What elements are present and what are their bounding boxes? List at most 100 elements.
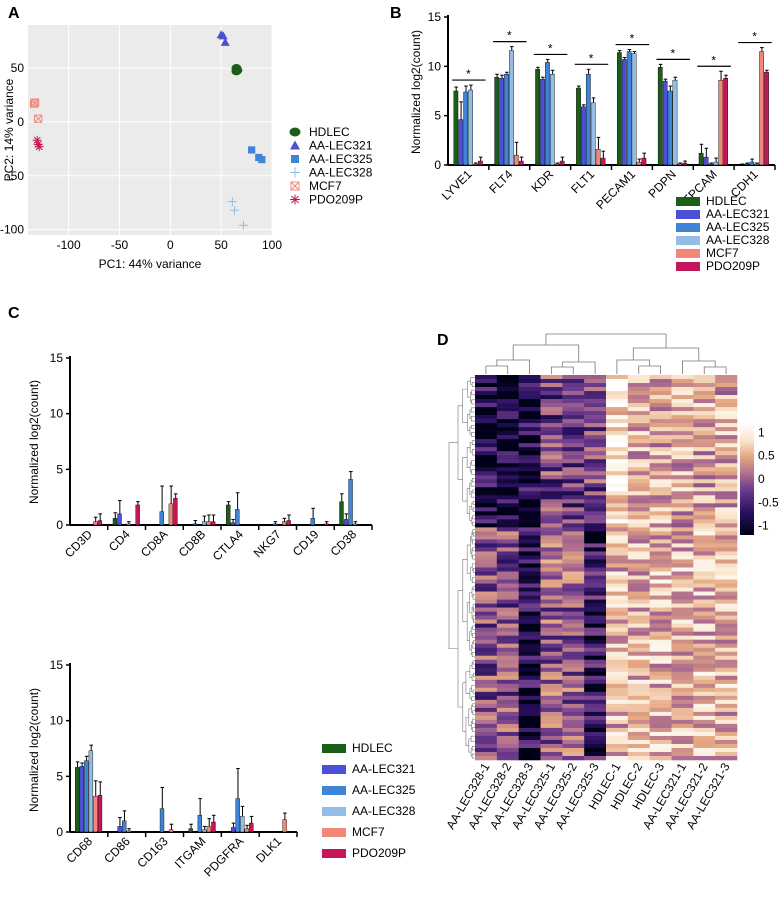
- heatmap-cell: [584, 511, 607, 516]
- heatmap-cell: [518, 387, 541, 392]
- heatmap-cell: [518, 671, 541, 677]
- heatmap-cell: [496, 539, 519, 544]
- row-dendro-root: [448, 442, 458, 650]
- heatmap-cell: [496, 683, 519, 689]
- heatmap-cell: [649, 643, 672, 649]
- heatmap-cell: [693, 707, 716, 713]
- heatmap-cell: [649, 715, 672, 721]
- heatmap-cell: [649, 531, 672, 536]
- heatmap-cell: [693, 479, 716, 484]
- heatmap-cell: [518, 379, 541, 384]
- heatmap-cell: [693, 463, 716, 468]
- colorbar-tick-0-5: 0.5: [758, 449, 775, 463]
- heatmap-cell: [540, 739, 563, 745]
- row-dendro-link: [472, 507, 474, 512]
- heatmap-cell: [584, 455, 607, 460]
- heatmap-cell: [715, 387, 738, 392]
- heatmap-cell: [606, 415, 629, 420]
- heatmap-cell: [518, 679, 541, 685]
- heatmap-cell: [627, 735, 650, 741]
- heatmap-cell: [606, 515, 629, 520]
- pca-x-tick-50: 50: [214, 238, 228, 252]
- heatmap-cell: [715, 599, 738, 604]
- heatmap-cell: [540, 751, 563, 757]
- marker-chart-bar-flt1-mcf7: [595, 149, 601, 166]
- myeloid-chart-bar-itgam-aa-lec325: [197, 815, 203, 833]
- heatmap-cell: [518, 523, 541, 528]
- heatmap-cell: [562, 407, 585, 412]
- row-dendro-link: [462, 682, 466, 732]
- heatmap-cell: [693, 451, 716, 456]
- heatmap-cell: [715, 615, 738, 620]
- row-dendro-link: [472, 478, 474, 483]
- heatmap-cell: [540, 547, 563, 552]
- heatmap-cell: [693, 427, 716, 432]
- heatmap-cell: [540, 483, 563, 488]
- heatmap-cell: [671, 435, 694, 440]
- heatmap-cell: [649, 443, 672, 448]
- heatmap-cell: [715, 475, 738, 480]
- heatmap-cell: [562, 715, 585, 721]
- heatmap-cell: [540, 667, 563, 673]
- heatmap-cell: [627, 411, 650, 416]
- heatmap-cell: [584, 479, 607, 484]
- heatmap-cell: [715, 699, 738, 705]
- marker-chart-bar-flt4-aa-lec328: [509, 50, 514, 166]
- heatmap-cell: [496, 375, 519, 380]
- heatmap-cell: [518, 663, 541, 669]
- row-dendro-link: [472, 547, 474, 552]
- heatmap-cell: [671, 515, 694, 520]
- heatmap-cell: [475, 563, 498, 568]
- row-dendro-link: [470, 415, 473, 422]
- heatmap-cell: [496, 491, 519, 496]
- heatmap-cell: [540, 559, 563, 564]
- heatmap-cell: [671, 375, 694, 380]
- heatmap-cell: [627, 543, 650, 548]
- heatmap-cell: [518, 603, 541, 608]
- heatmap-cell: [518, 415, 541, 420]
- heatmap-cell: [540, 551, 563, 556]
- row-dendro-link: [466, 602, 470, 642]
- pca-point-mcf7-2: [30, 99, 39, 108]
- heatmap-cell: [562, 379, 585, 384]
- heatmap-cell: [475, 619, 498, 624]
- heatmap-cell: [496, 643, 519, 649]
- heatmap-cell: [496, 687, 519, 693]
- heatmap-cell: [475, 755, 498, 761]
- heatmap-cell: [606, 739, 629, 745]
- heatmap-cell: [518, 423, 541, 428]
- heatmap-cell: [715, 559, 738, 564]
- heatmap-cell: [540, 507, 563, 512]
- heatmap-cell: [606, 383, 629, 388]
- heatmap-cell: [649, 599, 672, 604]
- pca-legend: HDLECAA-LEC321AA-LEC325AA-LEC328MCF7PDO2…: [289, 125, 373, 207]
- immune-chart-bar-cd3d-mcf7: [93, 521, 98, 526]
- heatmap-cell: [496, 723, 519, 729]
- heatmap-cell: [475, 507, 498, 512]
- heatmap-cell: [627, 531, 650, 536]
- heatmap-cell: [540, 471, 563, 476]
- pca-point-aa-lec328-2: [229, 205, 239, 215]
- heatmap-cell: [475, 431, 498, 436]
- marker-chart-bar-cdh1-pdo209p: [764, 72, 769, 166]
- heatmap-cell: [540, 543, 563, 548]
- row-dendro-link: [468, 708, 472, 726]
- immune-chart-bar-cd4-aa-lec328: [126, 523, 131, 526]
- heatmap-cell: [540, 571, 563, 576]
- heatmap-cell: [475, 479, 498, 484]
- heatmap-cell: [715, 451, 738, 456]
- heatmap-cell: [606, 475, 629, 480]
- heatmap-cell: [475, 739, 498, 745]
- heatmap-cell: [540, 519, 563, 524]
- heatmap-cell: [540, 695, 563, 701]
- heatmap-cell: [562, 651, 585, 657]
- heatmap-cell: [496, 419, 519, 424]
- heatmap-cell: [496, 555, 519, 560]
- heatmap-cell: [540, 691, 563, 697]
- heatmap-cell: [606, 635, 629, 640]
- heatmap-cell: [518, 471, 541, 476]
- heatmap-cell: [671, 455, 694, 460]
- heatmap-cell: [562, 691, 585, 697]
- heatmap-cell: [518, 699, 541, 705]
- heatmap-cell: [518, 459, 541, 464]
